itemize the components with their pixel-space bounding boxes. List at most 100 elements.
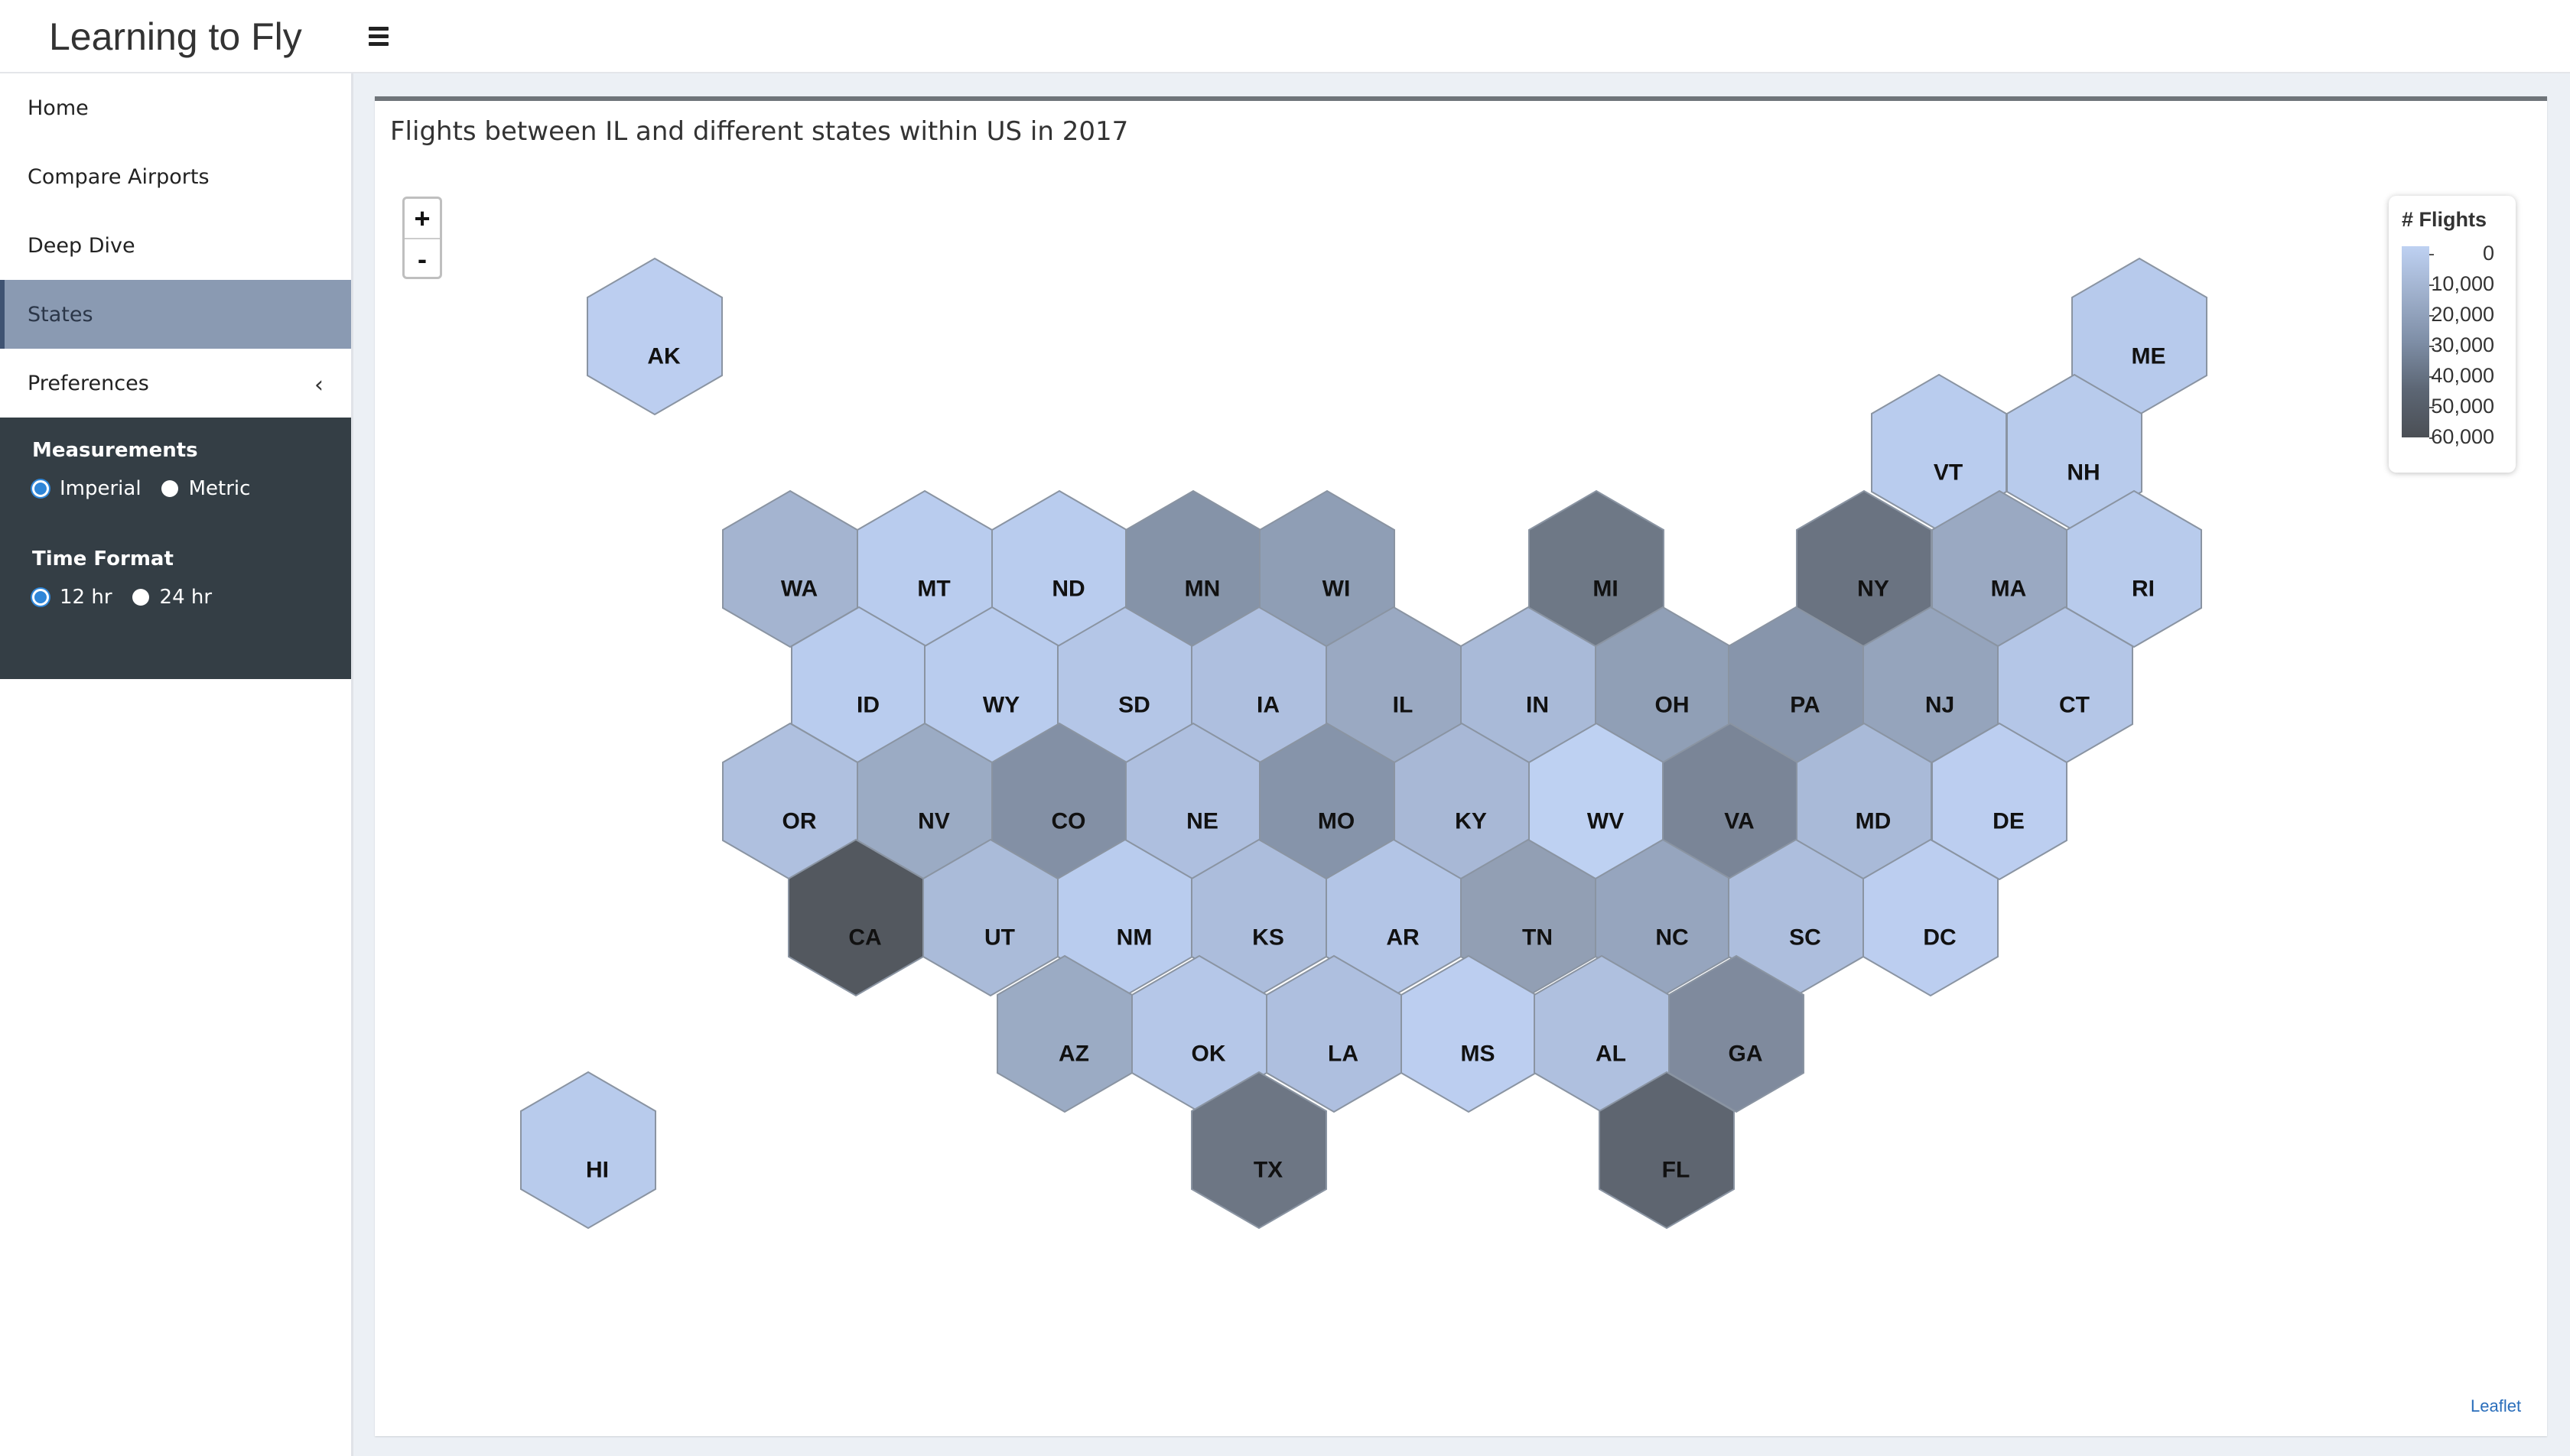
legend-tick [2429, 437, 2434, 439]
state-label-wy: WY [983, 693, 1020, 718]
state-label-il: IL [1393, 693, 1414, 718]
state-hex-ga[interactable] [1668, 954, 1804, 1113]
state-label-or: OR [782, 809, 817, 834]
24hr-radio[interactable] [132, 589, 149, 606]
state-label-ut: UT [984, 925, 1015, 951]
legend-color-bar [2402, 246, 2429, 437]
state-label-ne: NE [1186, 809, 1218, 834]
state-label-la: LA [1328, 1042, 1358, 1067]
state-label-ks: KS [1252, 925, 1284, 951]
state-label-ny: NY [1857, 577, 1889, 602]
legend: # Flights 0 10,000 20,000 30,000 40,000 … [2389, 196, 2516, 473]
state-label-hi: HI [586, 1158, 609, 1183]
state-label-ar: AR [1386, 925, 1420, 951]
state-label-vt: VT [1934, 460, 1963, 486]
state-label-de: DE [1993, 809, 2025, 834]
state-label-md: MD [1856, 809, 1892, 834]
legend-tick [2429, 407, 2434, 408]
state-hex-de[interactable] [1931, 722, 2067, 881]
state-hex-ri[interactable] [2066, 489, 2202, 648]
state-label-mn: MN [1185, 577, 1221, 602]
state-hex-ak[interactable] [587, 257, 723, 416]
sidebar-item-deep-dive[interactable]: Deep Dive [0, 211, 351, 280]
state-label-nd: ND [1052, 577, 1085, 602]
state-hex-dc[interactable] [1862, 838, 1999, 997]
legend-tick [2429, 346, 2434, 347]
zoom-in-button[interactable]: + [405, 199, 440, 239]
legend-tick [2429, 254, 2434, 255]
state-label-ky: KY [1455, 809, 1487, 834]
legend-label: 30,000 [2431, 333, 2494, 356]
state-label-id: ID [857, 693, 880, 718]
24hr-label[interactable]: 24 hr [159, 586, 213, 609]
state-label-mo: MO [1318, 809, 1355, 834]
state-hex-hi[interactable] [520, 1071, 656, 1230]
legend-tick [2429, 315, 2434, 317]
zoom-control: + - [402, 197, 442, 279]
state-label-al: AL [1596, 1042, 1626, 1067]
metric-radio[interactable] [161, 480, 178, 497]
sidebar: Home Compare Airports Deep Dive States P… [0, 73, 353, 1456]
state-label-me: ME [2132, 344, 2166, 369]
sidebar-item-label: Deep Dive [28, 233, 135, 258]
chevron-left-icon: ‹ [314, 372, 324, 398]
state-label-nh: NH [2067, 460, 2100, 486]
state-label-ga: GA [1729, 1042, 1763, 1067]
top-bar: Learning to Fly [0, 0, 2570, 73]
legend-tick [2429, 284, 2434, 286]
sidebar-item-label: Preferences [28, 371, 149, 395]
legend-label: 20,000 [2431, 303, 2494, 326]
state-label-in: IN [1526, 693, 1549, 718]
legend-label: 40,000 [2431, 364, 2494, 387]
legend-label: 0 [2482, 242, 2494, 265]
card-title: Flights between IL and different states … [390, 116, 1129, 147]
sidebar-item-label: States [28, 302, 93, 327]
state-label-az: AZ [1059, 1042, 1089, 1067]
state-label-nj: NJ [1925, 693, 1954, 718]
state-label-fl: FL [1662, 1158, 1690, 1183]
state-label-ca: CA [848, 925, 881, 951]
app-title: Learning to Fly [49, 15, 302, 58]
state-label-tx: TX [1254, 1158, 1283, 1183]
state-label-ct: CT [2059, 693, 2090, 718]
sidebar-item-preferences[interactable]: Preferences ‹ [0, 349, 351, 418]
legend-label: 60,000 [2431, 425, 2494, 448]
state-label-sd: SD [1118, 693, 1150, 718]
state-label-wv: WV [1587, 809, 1624, 834]
sidebar-item-states[interactable]: States [0, 280, 351, 349]
sidebar-item-home[interactable]: Home [0, 73, 351, 142]
state-hex-tx[interactable] [1191, 1071, 1327, 1230]
state-label-ok: OK [1192, 1042, 1226, 1067]
state-label-ia: IA [1257, 693, 1280, 718]
state-hex-fl[interactable] [1599, 1071, 1735, 1230]
state-label-mi: MI [1592, 577, 1618, 602]
state-label-sc: SC [1789, 925, 1821, 951]
sidebar-item-label: Home [28, 96, 89, 120]
legend-tick [2429, 376, 2434, 378]
state-label-oh: OH [1655, 693, 1690, 718]
legend-label: 10,000 [2431, 272, 2494, 295]
metric-label[interactable]: Metric [188, 477, 251, 500]
state-label-wi: WI [1322, 577, 1351, 602]
hex-map[interactable]: AK ME VT NH WA MT ND MN WI MI NY MA RI ID WY SD IA IL IN OH… [375, 101, 2547, 1436]
state-label-mt: MT [917, 577, 950, 602]
sidebar-item-compare-airports[interactable]: Compare Airports [0, 142, 351, 211]
sidebar-item-label: Compare Airports [28, 164, 210, 189]
map-card: Flights between IL and different states … [375, 96, 2547, 1436]
measurements-heading: Measurements [32, 439, 198, 462]
12hr-radio[interactable] [32, 589, 49, 606]
state-label-nc: NC [1655, 925, 1688, 951]
state-label-nv: NV [918, 809, 950, 834]
state-label-pa: PA [1790, 693, 1820, 718]
menu-toggle-icon[interactable] [369, 20, 396, 52]
state-label-va: VA [1724, 809, 1754, 834]
zoom-out-button[interactable]: - [418, 242, 427, 275]
leaflet-attribution-link[interactable]: Leaflet [2471, 1396, 2522, 1415]
imperial-label[interactable]: Imperial [60, 477, 142, 500]
legend-label: 50,000 [2431, 395, 2494, 418]
state-label-wa: WA [781, 577, 818, 602]
imperial-radio[interactable] [32, 480, 49, 497]
12hr-label[interactable]: 12 hr [60, 586, 112, 609]
state-label-ms: MS [1461, 1042, 1495, 1067]
state-label-ma: MA [1991, 577, 2027, 602]
